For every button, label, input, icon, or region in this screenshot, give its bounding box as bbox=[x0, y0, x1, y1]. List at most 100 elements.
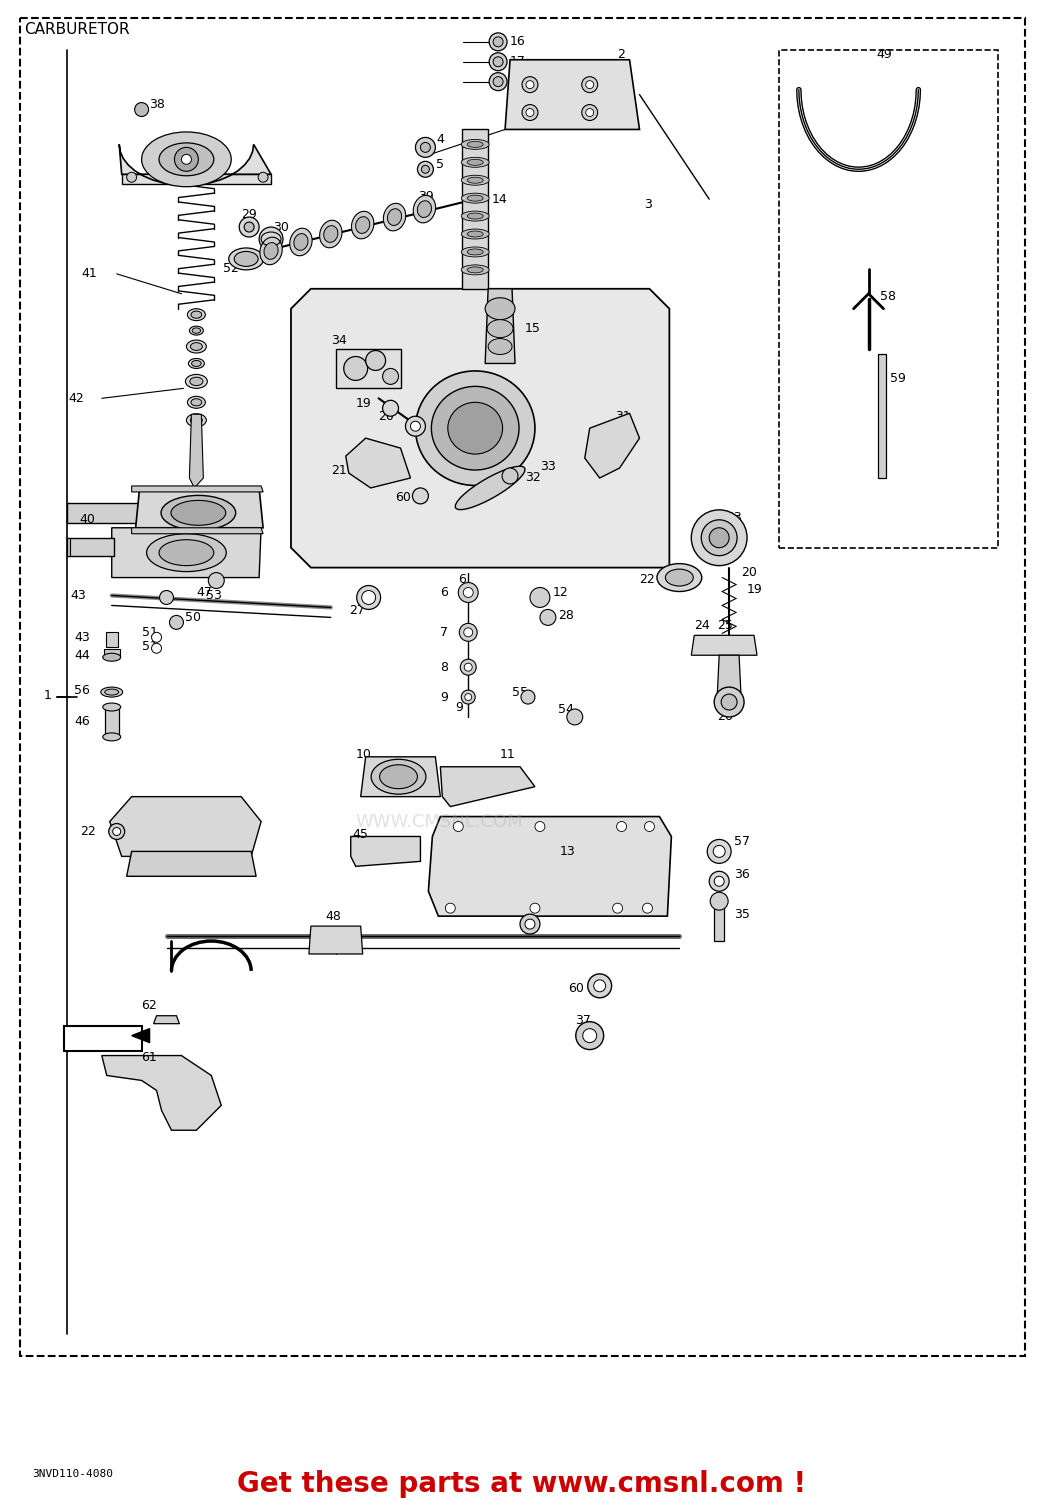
Polygon shape bbox=[428, 816, 671, 916]
Ellipse shape bbox=[461, 176, 489, 184]
Circle shape bbox=[175, 147, 199, 171]
Text: 47: 47 bbox=[196, 586, 212, 598]
Text: 8: 8 bbox=[440, 660, 448, 674]
Circle shape bbox=[582, 105, 598, 120]
Circle shape bbox=[464, 628, 472, 638]
Ellipse shape bbox=[467, 213, 483, 219]
Text: 60: 60 bbox=[567, 982, 584, 996]
Polygon shape bbox=[309, 926, 363, 954]
Polygon shape bbox=[351, 837, 420, 867]
Text: 13: 13 bbox=[560, 844, 576, 858]
Circle shape bbox=[493, 76, 503, 87]
Ellipse shape bbox=[413, 195, 436, 223]
Ellipse shape bbox=[229, 248, 263, 270]
Circle shape bbox=[356, 585, 380, 609]
Circle shape bbox=[692, 510, 747, 566]
Circle shape bbox=[160, 591, 173, 604]
Circle shape bbox=[643, 903, 652, 914]
Text: 29: 29 bbox=[241, 207, 257, 220]
Ellipse shape bbox=[467, 177, 483, 183]
Ellipse shape bbox=[485, 297, 515, 320]
Text: 54: 54 bbox=[558, 702, 574, 715]
Circle shape bbox=[413, 488, 428, 504]
Ellipse shape bbox=[189, 326, 204, 334]
Ellipse shape bbox=[371, 759, 426, 794]
Text: 17: 17 bbox=[510, 56, 526, 68]
Ellipse shape bbox=[104, 688, 119, 694]
Circle shape bbox=[714, 876, 724, 886]
Circle shape bbox=[594, 980, 606, 992]
Ellipse shape bbox=[186, 414, 206, 426]
Bar bbox=[335, 348, 400, 388]
Circle shape bbox=[126, 172, 137, 182]
Circle shape bbox=[169, 615, 184, 630]
Circle shape bbox=[707, 840, 731, 864]
Polygon shape bbox=[132, 1029, 149, 1042]
Polygon shape bbox=[585, 414, 640, 478]
Polygon shape bbox=[67, 537, 70, 555]
Text: 7: 7 bbox=[440, 626, 448, 639]
Circle shape bbox=[713, 846, 725, 858]
Text: 51: 51 bbox=[142, 626, 158, 639]
Ellipse shape bbox=[171, 501, 226, 525]
Text: 21: 21 bbox=[331, 464, 347, 477]
Ellipse shape bbox=[488, 339, 512, 354]
Ellipse shape bbox=[456, 466, 525, 510]
Ellipse shape bbox=[467, 159, 483, 165]
Circle shape bbox=[459, 624, 478, 642]
Ellipse shape bbox=[191, 360, 201, 366]
Text: 9: 9 bbox=[456, 700, 463, 714]
Text: 53: 53 bbox=[206, 590, 223, 602]
Polygon shape bbox=[189, 414, 204, 488]
Circle shape bbox=[493, 57, 503, 66]
Polygon shape bbox=[505, 60, 640, 129]
Ellipse shape bbox=[467, 141, 483, 147]
Ellipse shape bbox=[379, 765, 417, 789]
Text: 61: 61 bbox=[142, 1052, 158, 1064]
Ellipse shape bbox=[191, 310, 202, 318]
Circle shape bbox=[489, 72, 507, 90]
Ellipse shape bbox=[294, 234, 308, 250]
Ellipse shape bbox=[159, 540, 214, 566]
Circle shape bbox=[530, 903, 540, 914]
Circle shape bbox=[245, 222, 254, 232]
Circle shape bbox=[522, 105, 538, 120]
Text: 50: 50 bbox=[185, 610, 202, 624]
Text: 51: 51 bbox=[142, 640, 158, 652]
Ellipse shape bbox=[461, 230, 489, 238]
Ellipse shape bbox=[159, 142, 214, 176]
Circle shape bbox=[421, 165, 429, 174]
Text: 16: 16 bbox=[510, 36, 526, 48]
Circle shape bbox=[586, 81, 594, 88]
Polygon shape bbox=[714, 896, 724, 940]
Circle shape bbox=[416, 138, 436, 158]
Circle shape bbox=[526, 81, 534, 88]
Ellipse shape bbox=[289, 228, 312, 255]
Ellipse shape bbox=[384, 204, 405, 231]
Polygon shape bbox=[154, 1016, 180, 1023]
Circle shape bbox=[259, 226, 283, 251]
Ellipse shape bbox=[351, 211, 374, 238]
Text: 11: 11 bbox=[501, 748, 516, 762]
Text: 55: 55 bbox=[512, 686, 528, 699]
Text: WWW.CMSNL.COM: WWW.CMSNL.COM bbox=[355, 813, 524, 831]
Circle shape bbox=[711, 892, 728, 910]
Bar bbox=[64, 1026, 142, 1050]
Polygon shape bbox=[112, 528, 261, 578]
Text: 22: 22 bbox=[79, 825, 95, 839]
Circle shape bbox=[525, 920, 535, 928]
Ellipse shape bbox=[187, 396, 205, 408]
Circle shape bbox=[710, 871, 729, 891]
Text: 43: 43 bbox=[74, 632, 90, 644]
Ellipse shape bbox=[102, 652, 120, 662]
Ellipse shape bbox=[185, 375, 207, 388]
Circle shape bbox=[417, 162, 434, 177]
Text: 3: 3 bbox=[645, 198, 652, 210]
Text: 43: 43 bbox=[70, 590, 86, 602]
Text: 33: 33 bbox=[540, 459, 556, 472]
Polygon shape bbox=[361, 758, 440, 796]
Ellipse shape bbox=[461, 194, 489, 202]
Circle shape bbox=[714, 687, 744, 717]
Circle shape bbox=[530, 588, 550, 608]
Polygon shape bbox=[132, 486, 263, 492]
